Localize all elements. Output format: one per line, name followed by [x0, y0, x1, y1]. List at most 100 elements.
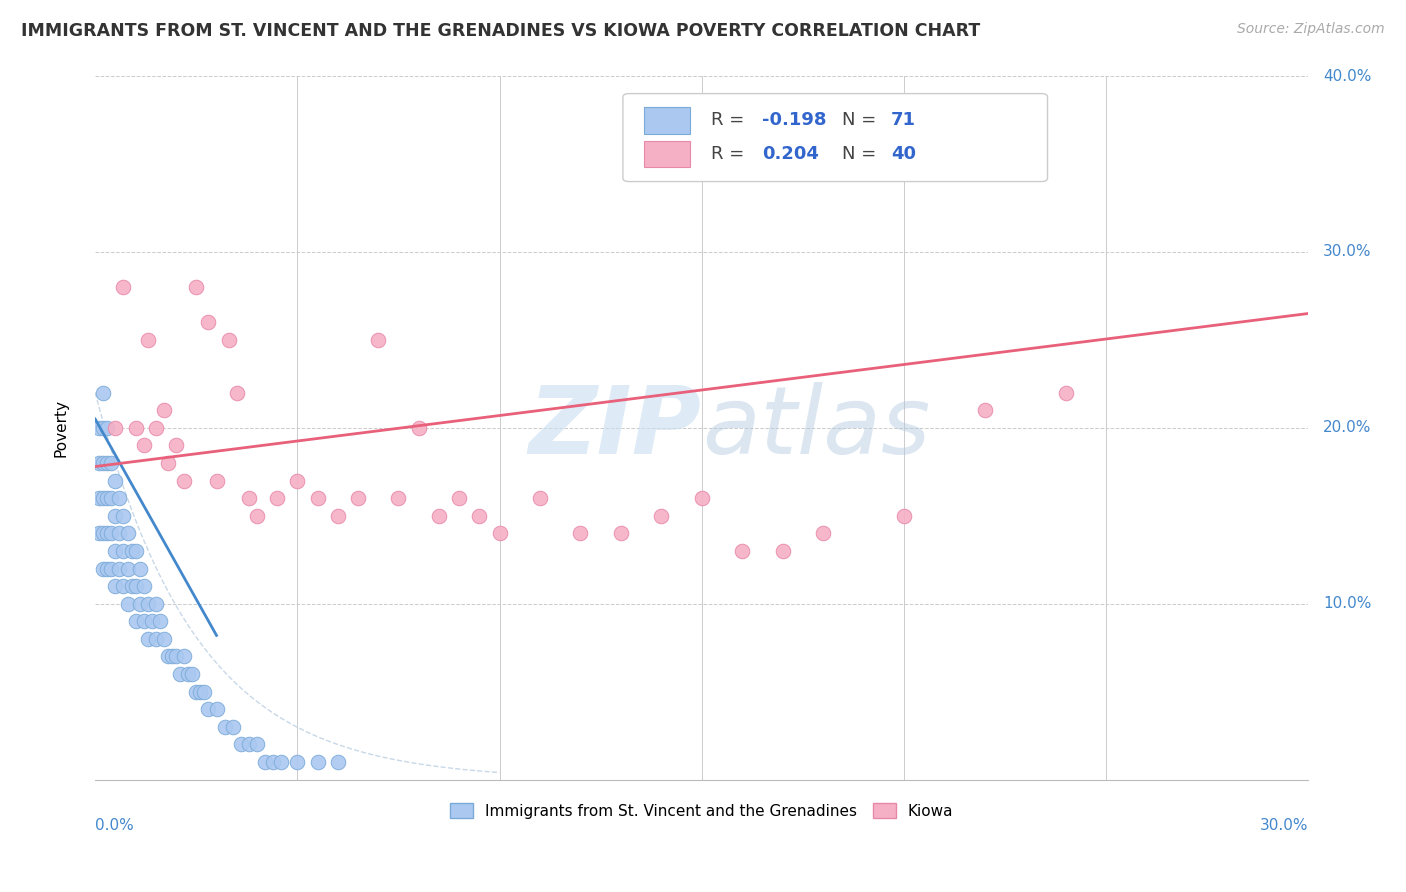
Point [121, 544, 143, 558]
Point [91, 561, 114, 575]
Point [128, 597, 150, 611]
Point [91, 526, 114, 541]
Point [145, 632, 167, 646]
Point [690, 491, 713, 506]
Point [262, 755, 284, 769]
Point [149, 615, 172, 629]
Point [238, 491, 260, 506]
Point [165, 438, 187, 452]
Point [387, 491, 409, 506]
Point [145, 421, 167, 435]
Text: 0.0%: 0.0% [96, 818, 134, 833]
Point [104, 508, 127, 523]
Point [108, 526, 131, 541]
Point [160, 649, 183, 664]
Point [156, 649, 179, 664]
Point [132, 615, 155, 629]
Point [347, 491, 370, 506]
Point [307, 491, 329, 506]
Point [91, 385, 114, 400]
Point [128, 561, 150, 575]
Point [427, 508, 450, 523]
FancyBboxPatch shape [644, 141, 689, 168]
Point [731, 544, 754, 558]
Point [225, 385, 247, 400]
Point [91, 421, 114, 435]
Text: 0.204: 0.204 [762, 145, 820, 163]
Point [100, 526, 122, 541]
Point [772, 544, 794, 558]
Point [96, 421, 118, 435]
Point [136, 597, 159, 611]
Point [124, 421, 146, 435]
Point [153, 632, 176, 646]
Point [973, 403, 995, 417]
Point [1054, 385, 1077, 400]
Text: ZIP: ZIP [529, 382, 702, 474]
Text: 40.0%: 40.0% [1323, 69, 1371, 84]
Point [569, 526, 592, 541]
FancyBboxPatch shape [644, 107, 689, 134]
Text: 30.0%: 30.0% [1260, 818, 1309, 833]
Point [121, 579, 143, 593]
Point [91, 456, 114, 470]
Point [205, 474, 228, 488]
Point [124, 544, 146, 558]
Point [214, 720, 236, 734]
Point [307, 755, 329, 769]
Point [408, 421, 430, 435]
Point [270, 755, 292, 769]
Point [193, 684, 215, 698]
Point [112, 544, 135, 558]
Text: atlas: atlas [702, 383, 929, 474]
Text: Source: ZipAtlas.com: Source: ZipAtlas.com [1237, 22, 1385, 37]
Point [488, 526, 510, 541]
Point [181, 667, 204, 681]
Point [610, 526, 633, 541]
Point [326, 755, 349, 769]
Point [89, 491, 111, 506]
Point [229, 738, 252, 752]
Text: R =: R = [711, 112, 751, 129]
Point [132, 438, 155, 452]
Point [173, 649, 195, 664]
Point [104, 579, 127, 593]
Point [117, 597, 139, 611]
Point [367, 333, 389, 347]
Point [197, 315, 219, 329]
Point [91, 491, 114, 506]
Point [811, 526, 834, 541]
Point [266, 491, 288, 506]
Text: 10.0%: 10.0% [1323, 596, 1371, 611]
Point [221, 720, 243, 734]
Point [100, 491, 122, 506]
Legend: Immigrants from St. Vincent and the Grenadines, Kiowa: Immigrants from St. Vincent and the Gren… [444, 797, 959, 825]
Point [100, 456, 122, 470]
Point [253, 755, 276, 769]
Point [117, 561, 139, 575]
Text: IMMIGRANTS FROM ST. VINCENT AND THE GRENADINES VS KIOWA POVERTY CORRELATION CHAR: IMMIGRANTS FROM ST. VINCENT AND THE GREN… [21, 22, 980, 40]
Point [156, 456, 179, 470]
Point [108, 491, 131, 506]
Point [893, 508, 915, 523]
Point [287, 474, 309, 488]
Point [153, 403, 176, 417]
Point [136, 333, 159, 347]
FancyBboxPatch shape [623, 94, 1047, 182]
Text: Poverty: Poverty [53, 399, 69, 457]
Point [141, 615, 163, 629]
Text: -0.198: -0.198 [762, 112, 827, 129]
Point [177, 667, 200, 681]
Point [89, 456, 111, 470]
Point [238, 738, 260, 752]
Point [124, 615, 146, 629]
Point [112, 579, 135, 593]
Point [104, 421, 127, 435]
Point [96, 491, 118, 506]
Point [165, 649, 187, 664]
Point [326, 508, 349, 523]
Point [89, 421, 111, 435]
Point [169, 667, 191, 681]
Point [529, 491, 551, 506]
Point [100, 561, 122, 575]
